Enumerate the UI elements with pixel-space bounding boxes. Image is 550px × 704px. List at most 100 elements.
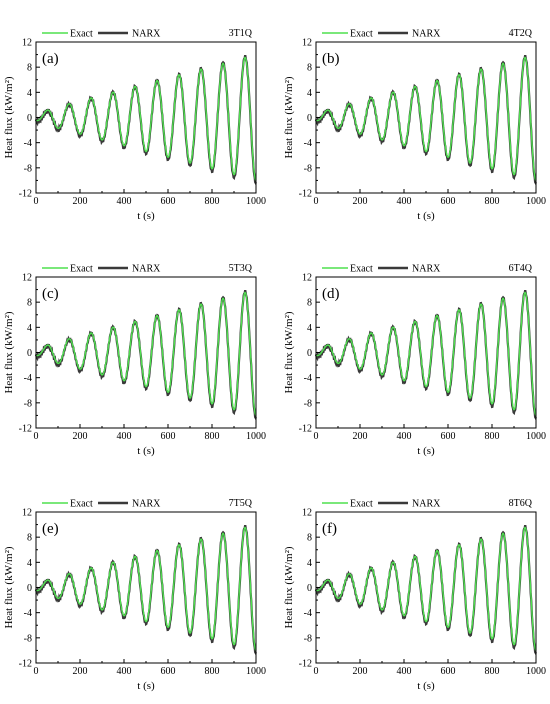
exact-series-line xyxy=(35,56,257,181)
case-label: 7T5Q xyxy=(229,498,253,509)
exact-series-line xyxy=(315,291,537,416)
legend-narx-label: NARX xyxy=(132,264,161,275)
y-axis-label: Heat flux (kW/m²) xyxy=(3,546,15,628)
y-tick-label: 8 xyxy=(27,533,32,544)
y-tick-label: 0 xyxy=(27,583,32,594)
x-tick-label: 600 xyxy=(161,196,176,207)
case-label: 6T4Q xyxy=(509,263,533,274)
y-tick-label: -12 xyxy=(299,189,312,200)
y-tick-label: -4 xyxy=(304,138,312,149)
y-tick-label: 8 xyxy=(27,63,32,74)
chart-panel-b: 0 200 400 600 800 1000 -12 -8 -4 0 4 8 12 t (s) Heat f… xyxy=(283,28,546,222)
y-tick-label: 4 xyxy=(27,558,32,569)
x-tick-label: 400 xyxy=(117,666,132,677)
x-tick-label: 0 xyxy=(314,196,319,207)
y-axis-label: Heat flux (kW/m²) xyxy=(283,311,295,393)
legend-exact-label: Exact xyxy=(70,29,93,40)
y-tick-label: 0 xyxy=(307,348,312,359)
legend-exact-label: Exact xyxy=(70,499,93,510)
chart-panel-c: 0 200 400 600 800 1000 -12 -8 -4 0 4 8 12 t (s) Heat f… xyxy=(3,263,266,457)
legend-exact-label: Exact xyxy=(350,29,373,40)
y-axis-label: Heat flux (kW/m²) xyxy=(3,311,15,393)
y-tick-label: -4 xyxy=(304,373,312,384)
y-tick-label: 4 xyxy=(307,88,312,99)
y-tick-label: 12 xyxy=(22,508,32,519)
y-tick-label: 0 xyxy=(307,113,312,124)
y-tick-label: 8 xyxy=(307,298,312,309)
x-axis-label: t (s) xyxy=(417,445,435,457)
y-tick-label: 4 xyxy=(27,88,32,99)
y-tick-label: 0 xyxy=(27,113,32,124)
exact-series-line xyxy=(315,56,537,181)
y-tick-label: -12 xyxy=(19,659,32,670)
narx-series-line xyxy=(34,55,257,186)
case-label: 5T3Q xyxy=(229,263,253,274)
x-tick-label: 600 xyxy=(161,431,176,442)
x-tick-label: 1000 xyxy=(526,431,546,442)
x-tick-label: 1000 xyxy=(246,431,266,442)
x-tick-label: 600 xyxy=(441,431,456,442)
legend-narx-label: NARX xyxy=(412,29,441,40)
x-tick-label: 0 xyxy=(34,431,39,442)
x-tick-label: 1000 xyxy=(246,666,266,677)
narx-series-line xyxy=(34,525,257,656)
x-tick-label: 400 xyxy=(397,666,412,677)
x-tick-label: 800 xyxy=(485,196,500,207)
x-tick-label: 1000 xyxy=(246,196,266,207)
case-label: 3T1Q xyxy=(229,28,253,39)
x-tick-label: 200 xyxy=(73,196,88,207)
legend-narx-label: NARX xyxy=(412,499,441,510)
x-axis-label: t (s) xyxy=(417,680,435,692)
y-axis-label: Heat flux (kW/m²) xyxy=(283,76,295,158)
legend-narx-label: NARX xyxy=(132,499,161,510)
y-tick-label: 8 xyxy=(27,298,32,309)
chart-panel-f: 0 200 400 600 800 1000 -12 -8 -4 0 4 8 12 t (s) Heat f… xyxy=(283,498,546,692)
x-tick-label: 0 xyxy=(34,196,39,207)
x-tick-label: 600 xyxy=(441,666,456,677)
y-tick-label: -4 xyxy=(304,608,312,619)
y-tick-label: -8 xyxy=(304,398,312,409)
panel-label: (f) xyxy=(322,521,337,537)
x-tick-label: 800 xyxy=(205,666,220,677)
y-tick-label: -8 xyxy=(24,398,32,409)
y-tick-label: -4 xyxy=(24,138,32,149)
x-tick-label: 1000 xyxy=(526,196,546,207)
x-tick-label: 400 xyxy=(117,431,132,442)
legend-exact-label: Exact xyxy=(70,264,93,275)
x-tick-label: 400 xyxy=(397,196,412,207)
x-tick-label: 800 xyxy=(205,431,220,442)
x-tick-label: 600 xyxy=(441,196,456,207)
exact-series-line xyxy=(35,526,257,651)
x-tick-label: 400 xyxy=(397,431,412,442)
exact-series-line xyxy=(35,291,257,416)
panel-label: (d) xyxy=(322,286,340,302)
y-tick-label: 12 xyxy=(302,508,312,519)
x-tick-label: 200 xyxy=(353,666,368,677)
exact-series-line xyxy=(315,526,537,651)
y-axis-label: Heat flux (kW/m²) xyxy=(283,546,295,628)
narx-series-line xyxy=(314,290,537,421)
case-label: 8T6Q xyxy=(509,498,533,509)
y-tick-label: -8 xyxy=(24,633,32,644)
narx-series-line xyxy=(314,55,537,186)
x-tick-label: 800 xyxy=(485,666,500,677)
x-axis-label: t (s) xyxy=(417,210,435,222)
x-axis-label: t (s) xyxy=(137,680,155,692)
legend-narx-label: NARX xyxy=(412,264,441,275)
y-tick-label: 12 xyxy=(302,273,312,284)
y-axis-label: Heat flux (kW/m²) xyxy=(3,76,15,158)
x-tick-label: 1000 xyxy=(526,666,546,677)
y-tick-label: 12 xyxy=(22,38,32,49)
y-tick-label: 8 xyxy=(307,63,312,74)
x-tick-label: 0 xyxy=(34,666,39,677)
legend-narx-label: NARX xyxy=(132,29,161,40)
y-tick-label: -12 xyxy=(299,659,312,670)
y-tick-label: 12 xyxy=(302,38,312,49)
panel-label: (c) xyxy=(42,286,59,302)
x-tick-label: 200 xyxy=(353,431,368,442)
x-axis-label: t (s) xyxy=(137,445,155,457)
x-tick-label: 0 xyxy=(314,431,319,442)
y-tick-label: -4 xyxy=(24,608,32,619)
y-tick-label: 4 xyxy=(307,323,312,334)
x-tick-label: 200 xyxy=(73,666,88,677)
